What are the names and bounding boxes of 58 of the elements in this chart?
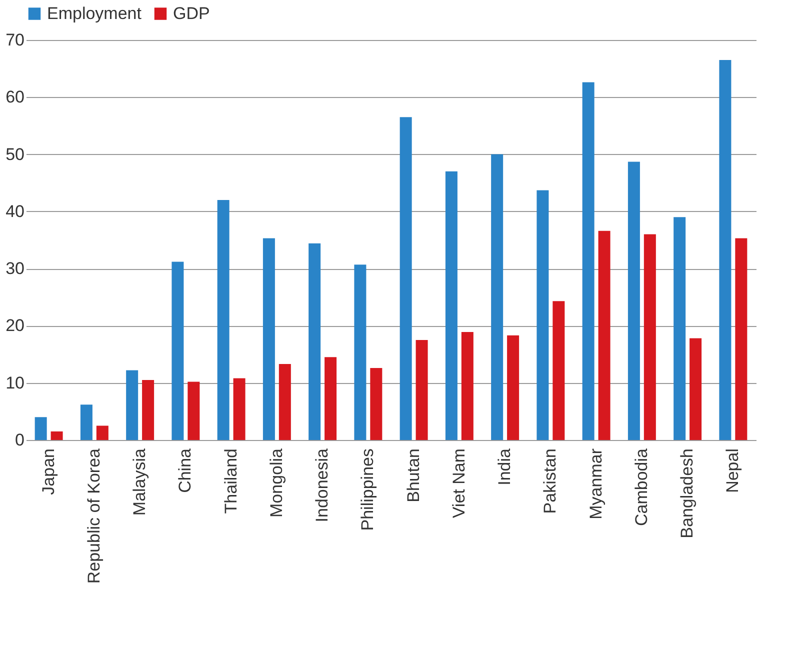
bar <box>278 364 291 440</box>
bar <box>400 117 412 440</box>
bar <box>80 404 92 440</box>
bar <box>507 335 520 440</box>
x-tick-label: Bhutan <box>404 448 423 502</box>
bar <box>552 301 565 440</box>
bar <box>233 378 246 440</box>
y-tick-label: 0 <box>15 430 24 450</box>
y-tick-label: 40 <box>6 202 24 221</box>
bar <box>96 426 108 440</box>
bar <box>34 417 47 440</box>
bar <box>308 243 321 440</box>
y-tick-label: 30 <box>6 259 24 278</box>
bar <box>324 357 337 440</box>
x-tick-label: Viet Nam <box>449 448 468 518</box>
bar <box>172 262 184 440</box>
x-tick-label: Thailand <box>221 448 240 514</box>
bar <box>461 332 474 440</box>
bar <box>188 382 200 440</box>
bar <box>628 162 640 440</box>
bar <box>50 431 63 440</box>
bar <box>491 154 504 440</box>
bar <box>126 370 138 440</box>
bar <box>690 338 702 440</box>
bar <box>674 217 686 440</box>
y-tick-label: 70 <box>6 30 24 50</box>
x-tick-label: Bangladesh <box>678 448 697 538</box>
x-tick-label: Mongolia <box>266 448 286 518</box>
bar <box>370 368 382 440</box>
x-tick-label: India <box>495 448 514 486</box>
y-tick-label: 60 <box>6 88 24 107</box>
bar <box>416 340 428 440</box>
legend-label: Employment <box>47 4 142 23</box>
legend-label: GDP <box>173 4 210 23</box>
bar <box>644 234 656 440</box>
bar <box>142 380 154 440</box>
bar <box>217 200 230 440</box>
x-tick-label: Malaysia <box>130 448 150 516</box>
x-tick-label: Pakistan <box>540 448 560 514</box>
bar <box>536 190 549 440</box>
y-tick-label: 50 <box>6 144 24 164</box>
bar <box>598 230 610 440</box>
bar <box>735 238 748 440</box>
bar <box>719 60 732 440</box>
x-tick-label: Myanmar <box>586 448 606 520</box>
bar <box>262 238 275 440</box>
x-tick-label: China <box>176 448 195 493</box>
bar <box>354 264 366 440</box>
y-tick-label: 20 <box>6 316 24 336</box>
x-tick-label: Republic of Korea <box>84 448 104 584</box>
x-tick-label: Cambodia <box>632 448 651 526</box>
x-tick-label: Indonesia <box>312 448 332 522</box>
bar <box>445 171 458 440</box>
bar <box>582 82 594 440</box>
x-tick-label: Nepal <box>723 448 742 493</box>
x-tick-label: Japan <box>38 448 58 495</box>
x-tick-label: Philippines <box>358 448 378 531</box>
y-tick-label: 10 <box>6 373 24 392</box>
